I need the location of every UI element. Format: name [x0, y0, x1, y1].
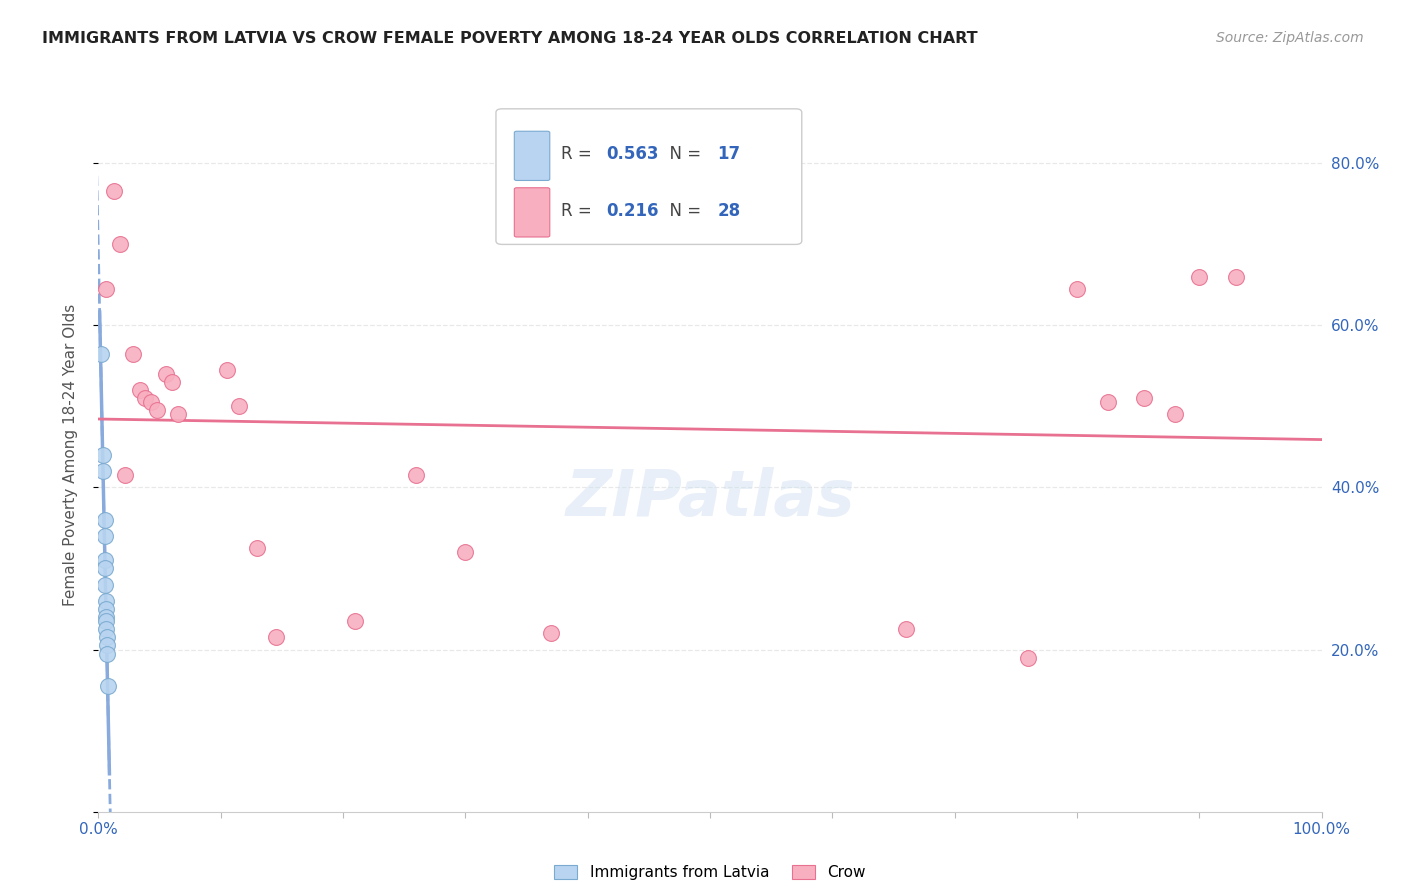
Point [93, 577, 115, 591]
Point [114, 468, 136, 483]
Point [94, 282, 117, 296]
Text: R =: R = [561, 202, 596, 219]
Point [103, 185, 125, 199]
FancyBboxPatch shape [515, 131, 550, 180]
Point [94, 602, 117, 616]
Text: Source: ZipAtlas.com: Source: ZipAtlas.com [1216, 31, 1364, 45]
Point [94, 610, 117, 624]
Text: 0.216: 0.216 [606, 202, 658, 219]
Point [110, 237, 132, 252]
Point [405, 468, 427, 483]
Point [97, 679, 120, 693]
Text: N =: N = [658, 145, 706, 163]
Point [93, 561, 115, 575]
Point [96, 631, 118, 645]
Point [540, 626, 562, 640]
Point [91, 464, 114, 478]
Text: IMMIGRANTS FROM LATVIA VS CROW FEMALE POVERTY AMONG 18-24 YEAR OLDS CORRELATION : IMMIGRANTS FROM LATVIA VS CROW FEMALE PO… [42, 31, 977, 46]
Text: 28: 28 [717, 202, 741, 219]
Point [228, 399, 250, 413]
Point [1017, 650, 1039, 665]
Point [93, 553, 115, 567]
Point [93, 529, 115, 543]
Text: ZIPatlas: ZIPatlas [565, 467, 855, 529]
Point [215, 363, 238, 377]
Point [94, 614, 117, 628]
FancyBboxPatch shape [515, 187, 550, 237]
Point [894, 622, 917, 636]
Legend: Immigrants from Latvia, Crow: Immigrants from Latvia, Crow [548, 859, 872, 886]
Point [96, 647, 118, 661]
Point [121, 346, 143, 360]
Point [96, 639, 118, 653]
Point [167, 408, 190, 422]
Point [146, 403, 169, 417]
Point [94, 622, 117, 636]
Point [1225, 269, 1247, 284]
Point [1188, 269, 1211, 284]
Point [344, 614, 367, 628]
Point [139, 395, 162, 409]
Point [94, 594, 117, 608]
FancyBboxPatch shape [496, 109, 801, 244]
Point [264, 631, 287, 645]
Point [246, 541, 269, 556]
Point [129, 383, 152, 397]
Text: N =: N = [658, 202, 706, 219]
Y-axis label: Female Poverty Among 18-24 Year Olds: Female Poverty Among 18-24 Year Olds [63, 304, 77, 606]
Point [93, 513, 115, 527]
Text: 17: 17 [717, 145, 741, 163]
Point [90, 346, 112, 360]
Point [1066, 282, 1088, 296]
Point [1097, 395, 1119, 409]
Point [1164, 408, 1187, 422]
Point [454, 545, 477, 559]
Point [91, 448, 114, 462]
Point [160, 375, 183, 389]
Text: R =: R = [561, 145, 596, 163]
Text: 0.563: 0.563 [606, 145, 658, 163]
Point [134, 391, 156, 405]
Point [1133, 391, 1156, 405]
Point [155, 367, 177, 381]
